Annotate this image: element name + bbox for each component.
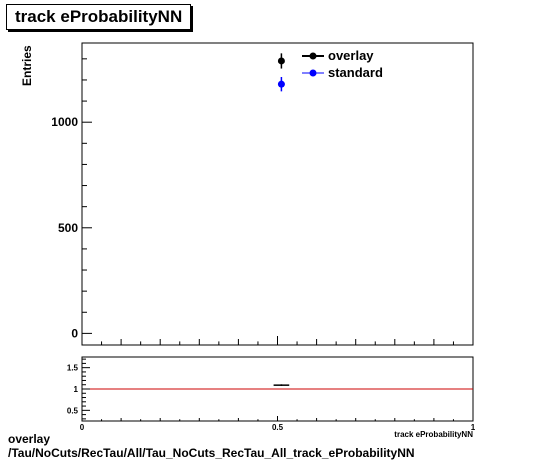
legend-standard-label: standard <box>328 65 383 80</box>
main-x-axis <box>81 336 474 345</box>
legend-overlay-label: overlay <box>328 48 374 63</box>
ratio-data-points <box>273 384 290 387</box>
legend: overlay standard <box>302 48 383 80</box>
main-y-axis: 0 500 1000 <box>51 58 92 340</box>
ratio-x-axis: 0 0.5 1 <box>80 416 476 432</box>
main-y-tick-label: 0 <box>71 326 78 340</box>
legend-overlay-marker <box>309 52 317 60</box>
legend-standard-marker <box>309 69 317 77</box>
ratio-y-tick-label: 1.5 <box>67 364 79 373</box>
ratio-x-tick-label: 0 <box>80 423 85 432</box>
main-y-tick-label: 1000 <box>51 115 78 129</box>
main-data-points <box>277 53 285 92</box>
main-y-tick-label: 500 <box>58 221 78 235</box>
chart-title: track eProbabilityNN <box>6 4 192 30</box>
point-overlay <box>277 57 285 65</box>
ratio-y-axis: 0.5 1 1.5 <box>67 358 90 420</box>
ratio-x-axis-label: track eProbabilityNN <box>394 430 473 439</box>
main-plot-frame <box>81 42 474 346</box>
ratio-y-tick-label: 0.5 <box>67 406 79 415</box>
ratio-y-tick-label: 1 <box>74 385 79 394</box>
ratio-x-tick-label: 0.5 <box>272 423 284 432</box>
caption: overlay /Tau/NoCuts/RecTau/All/Tau_NoCut… <box>8 432 415 460</box>
point-standard <box>277 80 285 88</box>
caption-line-1: overlay <box>8 432 51 446</box>
caption-line-2: /Tau/NoCuts/RecTau/All/Tau_NoCuts_RecTau… <box>8 446 415 460</box>
ratio-x-tick-label: 1 <box>471 423 476 432</box>
